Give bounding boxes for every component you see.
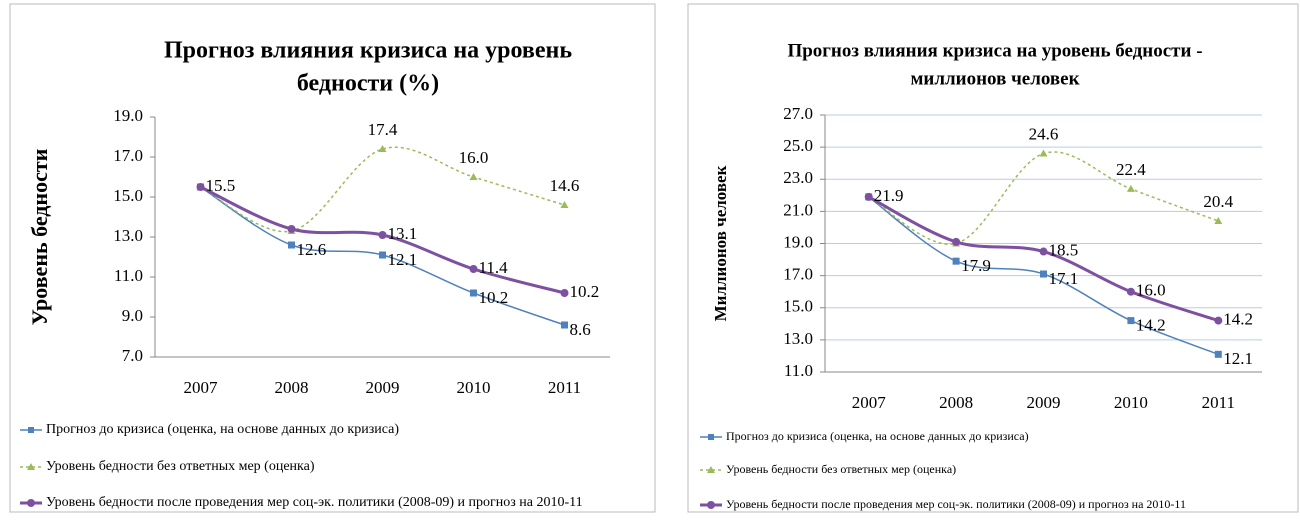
x-tick-label: 2009 [1027, 393, 1061, 412]
legend-label: Прогноз до кризиса (оценка, на основе да… [46, 422, 399, 437]
marker [1126, 287, 1135, 296]
data-label: 10.2 [479, 288, 509, 307]
y-tick-label: 17.0 [783, 265, 813, 284]
data-label: 22.4 [1116, 160, 1146, 179]
data-label: 16.0 [459, 148, 489, 167]
y-tick-label: 11.0 [114, 266, 143, 285]
chart-title: миллионов человек [910, 68, 1079, 89]
chart-title: Прогноз влияния кризиса на уровень бедно… [787, 40, 1202, 61]
x-tick-label: 2011 [1202, 393, 1235, 412]
marker [952, 257, 960, 265]
data-label: 11.4 [479, 258, 509, 277]
data-label: 10.2 [570, 282, 600, 301]
legend-marker [27, 463, 35, 470]
y-axis-title: Миллионов человек [711, 165, 730, 321]
legend-label: Уровень бедности без ответных мер (оценк… [726, 462, 956, 476]
y-tick-label: 9.0 [122, 306, 143, 325]
data-label: 14.6 [550, 176, 580, 195]
marker [379, 251, 386, 259]
y-tick-label: 21.0 [783, 200, 813, 219]
marker [1039, 247, 1048, 256]
marker [1126, 184, 1135, 192]
y-tick-label: 23.0 [783, 168, 813, 187]
x-tick-label: 2007 [184, 378, 219, 397]
marker [1214, 316, 1223, 325]
chart-frame [9, 3, 656, 513]
data-label: 17.4 [368, 120, 398, 139]
x-tick-label: 2007 [852, 393, 887, 412]
data-label: 16.0 [1136, 281, 1166, 300]
x-tick-label: 2010 [1114, 393, 1148, 412]
y-tick-label: 27.0 [783, 104, 813, 123]
data-label: 20.4 [1203, 192, 1233, 211]
y-tick-label: 11.0 [784, 361, 813, 380]
y-tick-label: 15.0 [113, 186, 143, 205]
y-tick-label: 17.0 [113, 146, 143, 165]
data-label: 13.1 [388, 224, 418, 243]
marker [469, 265, 478, 273]
data-label: 15.5 [206, 176, 236, 195]
marker [1040, 270, 1047, 278]
y-tick-label: 15.0 [783, 297, 813, 316]
x-tick-label: 2011 [548, 378, 581, 397]
marker [1214, 217, 1223, 225]
chart-frame [687, 3, 1299, 513]
marker [560, 201, 569, 208]
marker [952, 237, 961, 246]
marker [287, 225, 296, 233]
legend-label: Уровень бедности без ответных мер (оценк… [46, 459, 315, 474]
marker [1214, 350, 1222, 358]
legend-marker [27, 499, 35, 507]
x-tick-label: 2008 [939, 393, 973, 412]
data-label: 17.9 [961, 256, 991, 275]
legend-marker [707, 466, 715, 473]
legend-label: Уровень бедности после проведения мер со… [726, 497, 1186, 511]
marker [864, 192, 873, 201]
legend-marker [28, 427, 34, 433]
marker [1127, 317, 1135, 325]
marker [470, 289, 477, 297]
chart-title: Прогноз влияния кризиса на уровень [164, 38, 572, 64]
marker [560, 289, 569, 297]
data-label: 12.1 [388, 250, 418, 269]
data-label: 12.6 [297, 240, 327, 259]
marker [378, 145, 387, 152]
legend-marker [708, 434, 714, 440]
data-label: 14.2 [1136, 316, 1166, 335]
series-line [200, 146, 565, 233]
legend-marker [707, 501, 715, 509]
legend-label: Прогноз до кризиса (оценка, на основе да… [726, 429, 1029, 443]
data-label: 21.9 [874, 186, 904, 205]
y-tick-label: 25.0 [783, 136, 813, 155]
y-tick-label: 19.0 [783, 232, 813, 251]
data-label: 17.1 [1049, 269, 1079, 288]
marker [288, 241, 295, 249]
data-label: 8.6 [570, 320, 591, 339]
data-label: 18.5 [1049, 240, 1079, 259]
marker [378, 231, 387, 239]
legend-label: Уровень бедности после проведения мер со… [46, 495, 583, 510]
marker [196, 183, 205, 191]
marker [1039, 149, 1048, 157]
y-tick-label: 13.0 [113, 226, 143, 245]
y-tick-label: 13.0 [783, 329, 813, 348]
x-tick-label: 2010 [457, 378, 491, 397]
x-tick-label: 2009 [366, 378, 400, 397]
data-label: 24.6 [1029, 124, 1059, 143]
data-label: 14.2 [1223, 310, 1253, 329]
y-tick-label: 7.0 [122, 346, 143, 365]
chart-title: бедности (%) [297, 71, 439, 97]
x-tick-label: 2008 [275, 378, 309, 397]
marker [561, 321, 568, 329]
marker [469, 173, 478, 180]
y-tick-label: 19.0 [113, 106, 143, 125]
y-axis-title: Уровень бедности [27, 148, 52, 325]
data-label: 12.1 [1223, 349, 1253, 368]
